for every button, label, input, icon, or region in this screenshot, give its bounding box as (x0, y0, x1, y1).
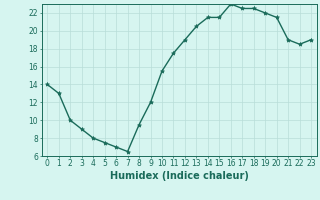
X-axis label: Humidex (Indice chaleur): Humidex (Indice chaleur) (110, 171, 249, 181)
